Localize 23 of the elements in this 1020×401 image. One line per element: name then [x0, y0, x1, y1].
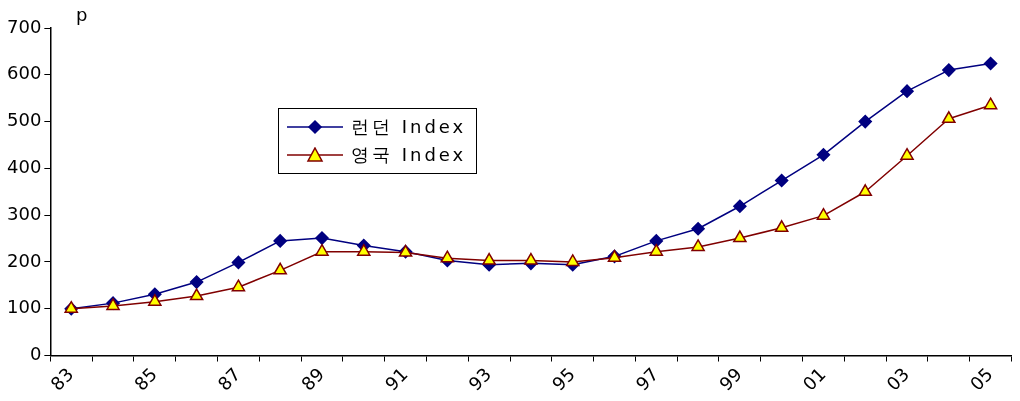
- x-tick-label: 87: [213, 363, 245, 395]
- x-tick-label: 89: [297, 363, 329, 395]
- x-tick-label: 95: [547, 363, 579, 395]
- y-tick-label: 300: [7, 202, 42, 224]
- y-tick-label: 400: [7, 156, 42, 178]
- x-tick-label: 99: [714, 363, 746, 395]
- x-tick-label: 97: [631, 363, 663, 395]
- y-tick-label: 200: [7, 249, 42, 271]
- x-tick-label: 91: [380, 363, 412, 395]
- y-tick-label: 0: [29, 343, 42, 365]
- y-tick-label: 600: [7, 62, 42, 84]
- y-tick-label: 500: [7, 109, 42, 131]
- x-tick-label: 05: [965, 363, 997, 395]
- x-tick-label: 03: [882, 363, 914, 395]
- x-tick-label: 01: [798, 363, 830, 395]
- x-tick-label: 85: [129, 363, 161, 395]
- y-tick-label: 100: [7, 296, 42, 318]
- x-tick-label: 83: [46, 363, 78, 395]
- y-axis-title: p: [76, 4, 88, 25]
- legend-label: 런던 Index: [351, 115, 467, 139]
- x-tick-label: 93: [464, 363, 496, 395]
- legend-label: 영국 Index: [351, 143, 467, 167]
- y-tick-label: 700: [7, 15, 42, 37]
